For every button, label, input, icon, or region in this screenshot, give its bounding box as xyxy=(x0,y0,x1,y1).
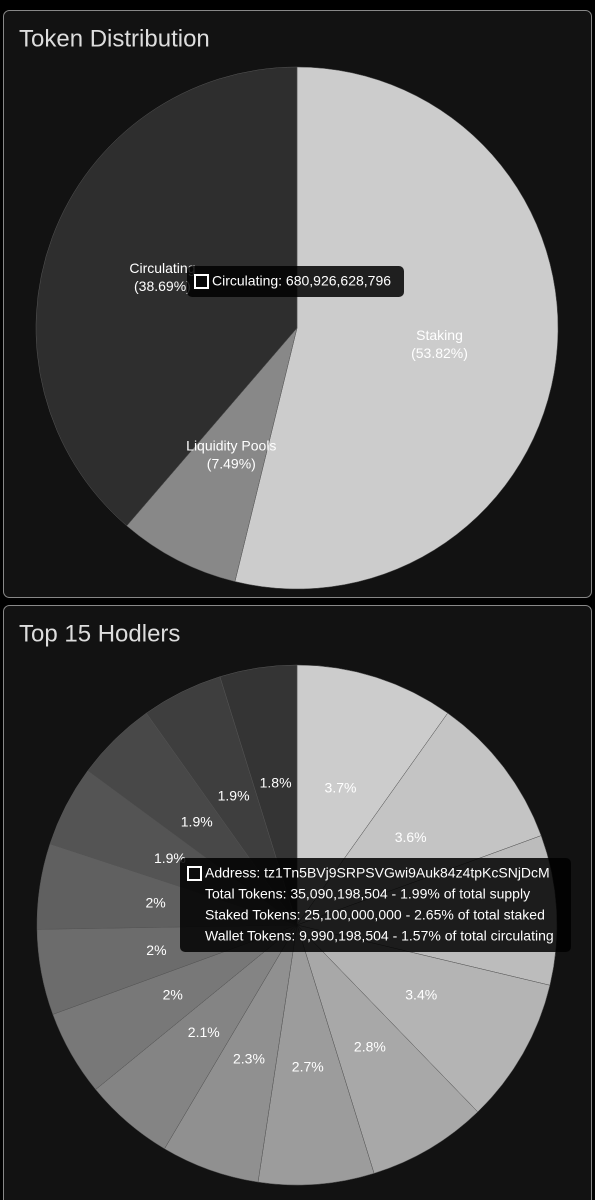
slice-label: Liquidity Pools xyxy=(186,437,276,453)
slice-value-label: 2% xyxy=(163,987,183,1003)
slice-label: Staking xyxy=(416,327,463,343)
slice-value-label: 2% xyxy=(145,894,165,910)
slice-value-label: 3.7% xyxy=(325,779,357,795)
pie-slice xyxy=(126,327,298,582)
tooltip xyxy=(180,858,571,952)
slice-value-label: (53.82%) xyxy=(411,345,468,361)
pie-slice xyxy=(296,924,479,1174)
slice-value-label: 3.6% xyxy=(395,829,427,845)
slice-value-label: 2.3% xyxy=(233,1050,265,1066)
slice-value-label: 2.7% xyxy=(292,1058,324,1074)
tooltip-line: Staked Tokens: 25,100,000,000 - 2.65% of… xyxy=(205,907,545,923)
chart-title: Top 15 Hodlers xyxy=(19,620,180,647)
slice-value-label: 3.4% xyxy=(405,987,437,1003)
slice-value-label: 1.9% xyxy=(181,814,213,830)
slice-value-label: 1.8% xyxy=(260,774,292,790)
pie-slice xyxy=(35,66,298,527)
slice-value-label: (38.69%) xyxy=(134,278,191,294)
tooltip-line: Total Tokens: 35,090,198,504 - 1.99% of … xyxy=(205,886,530,902)
slice-value-label: (7.49%) xyxy=(207,455,256,471)
slice-value-label: 1.9% xyxy=(218,788,250,804)
tooltip-swatch xyxy=(194,274,209,289)
pie-slice xyxy=(257,924,375,1186)
slice-value-label: 2.1% xyxy=(188,1024,220,1040)
pie-slice xyxy=(234,66,559,590)
tooltip-swatch xyxy=(187,866,202,881)
chart-title: Token Distribution xyxy=(19,25,210,52)
tooltip-line: Wallet Tokens: 9,990,198,504 - 1.57% of … xyxy=(205,928,554,944)
tooltip-line: Circulating: 680,926,628,796 xyxy=(212,273,391,289)
tooltip xyxy=(187,266,404,297)
slice-label: Circulating xyxy=(129,260,195,276)
slice-value-label: 2% xyxy=(146,942,166,958)
pie-slice xyxy=(296,924,551,1113)
slice-value-label: 1.9% xyxy=(154,850,186,866)
tooltip-line: Address: tz1Tn5BVj9SRPSVGwi9Auk84z4tpKcS… xyxy=(205,865,550,881)
slice-value-label: 2.8% xyxy=(354,1039,386,1055)
